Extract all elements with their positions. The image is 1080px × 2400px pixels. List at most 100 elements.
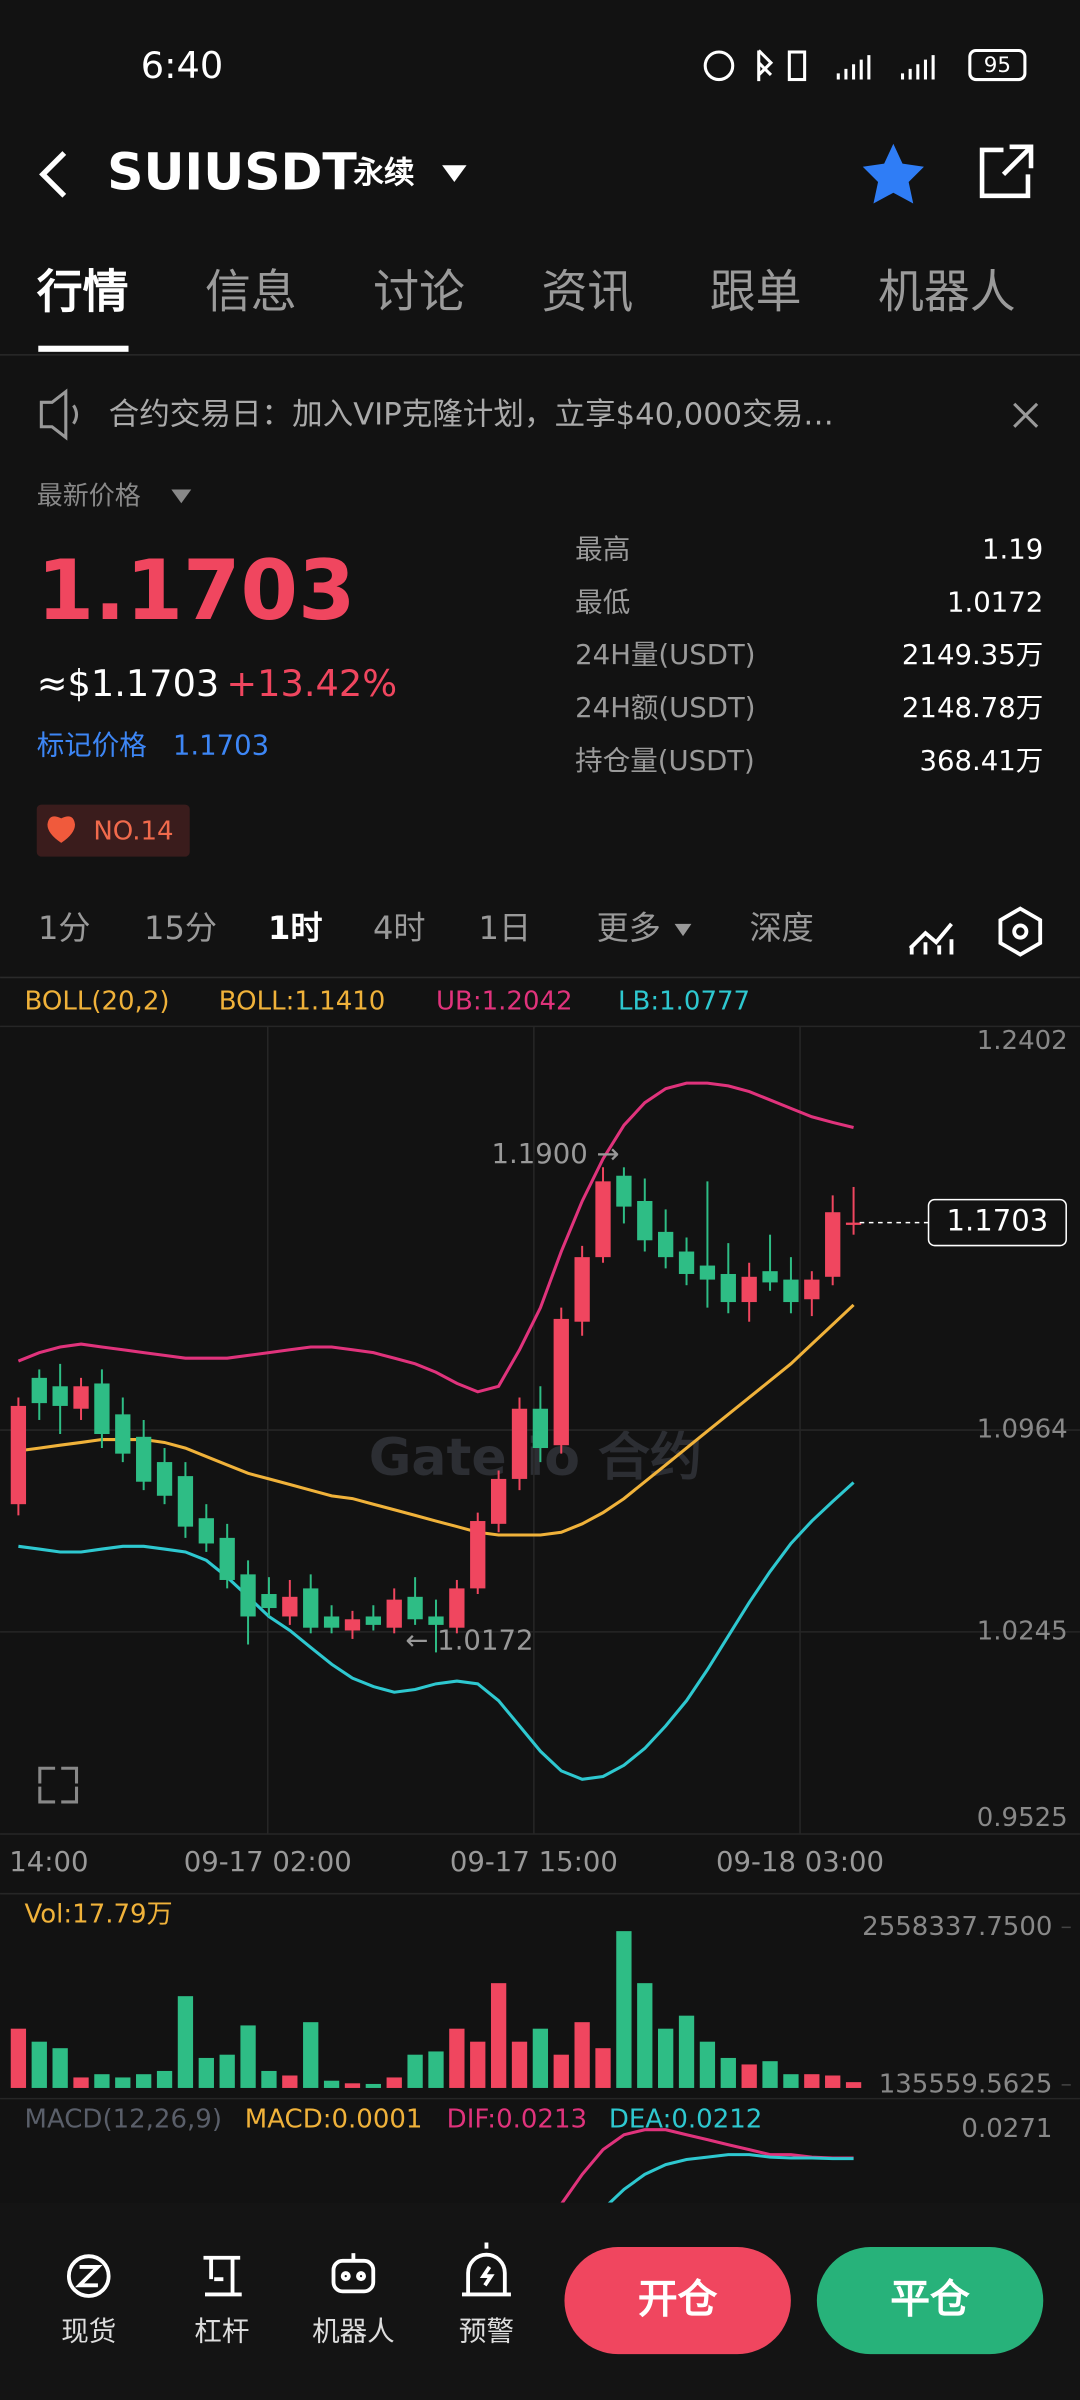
volume-bar xyxy=(303,2022,319,2088)
y-tick-label: 135559.5625 xyxy=(879,2069,1053,2099)
rank-icon xyxy=(47,816,75,843)
low-annotation: ← 1.0172 xyxy=(405,1624,533,1656)
stat-label: 持仓量(USDT) xyxy=(575,745,755,777)
x-tick-label: 14:00 xyxy=(9,1846,88,1878)
last-price: 1.1703 xyxy=(37,543,356,639)
interval-tab[interactable]: 深度 xyxy=(750,909,814,947)
symbol[interactable]: SUIUSDT xyxy=(107,142,357,201)
volume-bar xyxy=(156,2070,173,2088)
candle-body xyxy=(804,1279,820,1300)
open-button-label[interactable]: 开仓 xyxy=(638,2277,718,2323)
volume-bar xyxy=(845,2082,862,2088)
volume-bar xyxy=(261,2070,277,2088)
dropdown-arrow[interactable] xyxy=(674,923,692,937)
candle-body xyxy=(532,1408,549,1449)
candle-body xyxy=(365,1616,381,1625)
fullscreen-button[interactable] xyxy=(38,1766,79,1804)
candle-body xyxy=(699,1265,716,1280)
volume-bar xyxy=(804,2074,820,2088)
volume-bar xyxy=(699,2041,716,2088)
boll-lb-legend: LB:1.0777 xyxy=(618,986,750,1016)
settings-button-center xyxy=(1012,923,1029,940)
nav-label[interactable]: 预警 xyxy=(459,2316,514,2348)
nav-label[interactable]: 机器人 xyxy=(312,2316,395,2348)
candle-body xyxy=(73,1386,89,1409)
nav-label[interactable]: 杠杆 xyxy=(194,2316,249,2348)
candle-body xyxy=(720,1273,736,1303)
stat-value: 1.19 xyxy=(982,534,1043,566)
y-tick-label: 2558337.7500 xyxy=(862,1912,1052,1942)
close-button[interactable] xyxy=(816,2247,1044,2355)
close-button-label[interactable]: 平仓 xyxy=(890,2277,970,2323)
volume-legend: Vol:17.79万 xyxy=(25,1900,173,1930)
boll-line xyxy=(18,1303,855,1537)
favorite-star[interactable] xyxy=(862,143,924,204)
candle-body xyxy=(595,1181,611,1258)
mark-price: 1.1703 xyxy=(173,729,269,761)
tab[interactable]: 跟单 xyxy=(710,265,802,319)
dropdown-arrow[interactable] xyxy=(171,489,192,504)
indicator-button[interactable] xyxy=(908,922,954,955)
nav-label[interactable]: 现货 xyxy=(61,2316,116,2348)
volume-bar xyxy=(637,1983,653,2088)
x-axis: 14:00 09-17 02:00 09-17 15:00 09-18 03:00 xyxy=(9,1846,884,1878)
candle-body xyxy=(511,1408,528,1479)
x-tick-label: 09-17 15:00 xyxy=(450,1846,618,1878)
interval-tab[interactable]: 1日 xyxy=(479,909,532,947)
volume-bar xyxy=(31,2041,47,2088)
back-button[interactable] xyxy=(39,151,67,198)
candle-body xyxy=(470,1521,486,1589)
interval-tab[interactable]: 15分 xyxy=(144,909,217,947)
volume-bar xyxy=(94,2074,110,2088)
stat-label: 24H量(USDT) xyxy=(575,639,755,671)
interval-tab[interactable]: 1时 xyxy=(268,909,322,947)
candle-body xyxy=(386,1599,402,1628)
x-tick-label: 09-18 03:00 xyxy=(716,1846,884,1878)
price-change: +13.42% xyxy=(226,662,397,705)
battery-level: 95 xyxy=(984,53,1011,78)
candle-body xyxy=(10,1405,27,1505)
macd-value: MACD:0.0001 xyxy=(245,2105,423,2135)
contract-type[interactable]: 永续 xyxy=(353,156,414,191)
volume-bar xyxy=(762,2061,778,2088)
volume-bar xyxy=(825,2075,841,2088)
volume-bar xyxy=(449,2028,465,2088)
candle-body xyxy=(574,1257,590,1322)
candle-body xyxy=(303,1588,319,1628)
volume-bar xyxy=(532,2028,549,2088)
boll-ub-legend: UB:1.2042 xyxy=(436,986,573,1016)
dropdown-arrow[interactable] xyxy=(442,165,467,183)
candle-body xyxy=(52,1386,68,1406)
dif-value: DIF:0.0213 xyxy=(447,2105,587,2135)
tab[interactable]: 讨论 xyxy=(373,265,465,319)
high-annotation: 1.1900 → xyxy=(491,1138,619,1170)
stat-value: 1.0172 xyxy=(947,586,1043,618)
y-tick-label: 1.0964 xyxy=(977,1415,1068,1445)
candle-body xyxy=(490,1478,507,1524)
tab[interactable]: 信息 xyxy=(205,265,297,319)
interval-tab[interactable]: 1分 xyxy=(38,909,91,947)
last-price-box xyxy=(927,1198,1067,1247)
macd-chart xyxy=(560,2128,854,2203)
candle-body xyxy=(678,1251,695,1274)
boll-line xyxy=(18,1481,855,1781)
close-banner[interactable] xyxy=(1013,402,1039,428)
interval-tab[interactable]: 4时 xyxy=(373,909,426,947)
dea-line xyxy=(607,2153,854,2203)
candle-body xyxy=(449,1588,465,1628)
tab[interactable]: 资讯 xyxy=(542,265,634,319)
candle-body xyxy=(198,1518,214,1544)
stat-label: 最低 xyxy=(575,586,630,618)
share-button[interactable] xyxy=(979,144,1034,199)
volume-bar xyxy=(595,2048,611,2088)
banner-text[interactable]: 合约交易日：加入VIP克隆计划，立享$40,000交易… xyxy=(109,398,834,433)
tab[interactable]: 行情 xyxy=(37,265,129,319)
tab[interactable]: 机器人 xyxy=(878,265,1016,319)
volume-bar xyxy=(198,2057,214,2088)
volume-bar xyxy=(52,2048,68,2088)
open-button[interactable] xyxy=(564,2247,791,2355)
settings-button[interactable] xyxy=(998,906,1043,957)
interval-tab[interactable]: 更多 xyxy=(597,909,661,947)
